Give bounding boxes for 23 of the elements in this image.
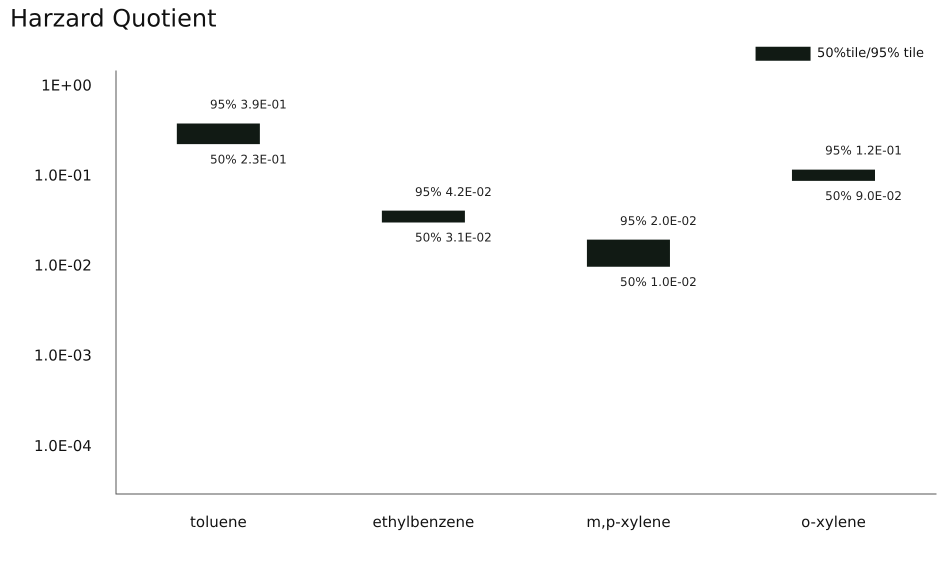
x-tick-label: o-xylene <box>801 512 866 531</box>
bar <box>586 240 670 267</box>
annotation: 95% 1.2E-01 <box>825 144 902 158</box>
y-tick-label: 1.0E-04 <box>34 436 92 455</box>
x-tick-label: ethylbenzene <box>372 512 474 531</box>
bar <box>382 210 465 223</box>
y-tick-label: 1.0E-01 <box>34 166 92 185</box>
annotation: 50% 9.0E-02 <box>825 188 902 203</box>
annotation: 50% 2.3E-01 <box>210 152 287 166</box>
annotation: 95% 4.2E-02 <box>415 184 492 199</box>
annotation: 50% 3.1E-02 <box>415 230 492 245</box>
annotation: 50% 1.0E-02 <box>620 274 697 289</box>
chart-title: Harzard Quotient <box>10 4 216 33</box>
y-tick-label: 1.0E-03 <box>34 346 92 365</box>
x-tick-label: m,p-xylene <box>586 512 671 531</box>
x-tick-label: toluene <box>190 512 247 531</box>
bar <box>792 170 875 181</box>
y-tick-label: 1.0E-02 <box>34 256 92 275</box>
y-tick-label: 1E+00 <box>41 76 92 95</box>
annotation: 95% 3.9E-01 <box>210 98 287 112</box>
annotation: 95% 2.0E-02 <box>620 214 697 228</box>
bar <box>176 123 260 144</box>
legend-label: 50%tile/95% tile <box>817 46 924 62</box>
